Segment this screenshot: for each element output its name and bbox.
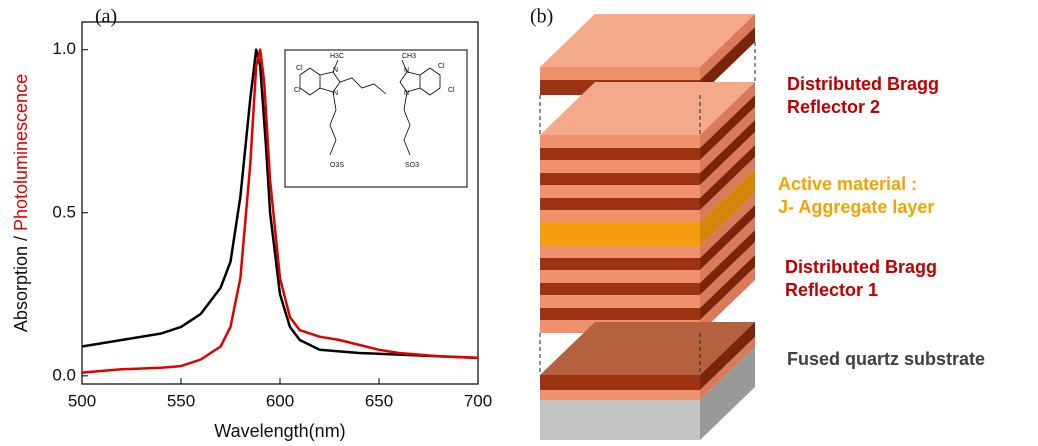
atom-label: N (404, 90, 409, 97)
inset-frame (285, 50, 467, 187)
panel-label: (b) (530, 6, 553, 28)
x-tick-label: 600 (266, 391, 294, 410)
layer-label: J- Aggregate layer (778, 197, 934, 217)
layer-stack (540, 14, 755, 440)
atom-label: SO3 (405, 162, 419, 169)
x-tick-label: 650 (365, 391, 393, 410)
layer-front (540, 160, 700, 173)
atom-label: CH3 (402, 53, 416, 60)
layer-front (540, 222, 700, 246)
layer-front (540, 148, 700, 160)
layer-label: Reflector 2 (787, 97, 880, 117)
layer-front (540, 135, 700, 148)
y-axis-title-part: Photoluminescence (11, 74, 31, 231)
atom-label: N (404, 67, 409, 74)
atom-label: Cl (438, 63, 445, 70)
y-tick-label: 1.0 (52, 39, 76, 58)
atom-label: N (333, 67, 338, 74)
layer-front (540, 198, 700, 210)
panel-label: (a) (95, 6, 117, 28)
layer-front (540, 283, 700, 295)
x-tick-label: 550 (167, 391, 195, 410)
x-axis-title: Wavelength(nm) (214, 421, 345, 441)
layer-front (540, 270, 700, 283)
layer-label: Distributed Bragg (785, 257, 937, 277)
layer-front (540, 390, 700, 400)
y-tick-label: 0.5 (52, 202, 76, 221)
x-tick-label: 700 (464, 391, 492, 410)
layer-front (540, 67, 700, 80)
layer-front (540, 258, 700, 270)
layer-label: Reflector 1 (785, 280, 878, 300)
x-tick-label: 500 (68, 391, 96, 410)
atom-label: O3S (330, 162, 344, 169)
layer-front (540, 185, 700, 198)
layer-label: Active material : (778, 174, 917, 194)
atom-label: Cl (448, 87, 455, 94)
layer-front (540, 295, 700, 308)
layer-front (540, 246, 700, 258)
layer-label: Distributed Bragg (787, 74, 939, 94)
y-axis-title-part: Absorption / (11, 231, 31, 332)
atom-label: N (333, 90, 338, 97)
layer-front (540, 210, 700, 222)
layer-front (540, 173, 700, 185)
atom-label: Cl (294, 87, 301, 94)
y-axis-title: Absorption / Photoluminescence (11, 74, 31, 332)
layer-front (540, 375, 700, 390)
layer-label: Fused quartz substrate (787, 349, 985, 369)
layer-front (540, 308, 700, 320)
figure: (a) Wavelength(nm) Absorption / Photolum… (0, 0, 1038, 446)
layer-front (540, 400, 700, 440)
y-tick-label: 0.0 (52, 365, 76, 384)
atom-label: H3C (330, 53, 344, 60)
atom-label: Cl (296, 65, 303, 72)
